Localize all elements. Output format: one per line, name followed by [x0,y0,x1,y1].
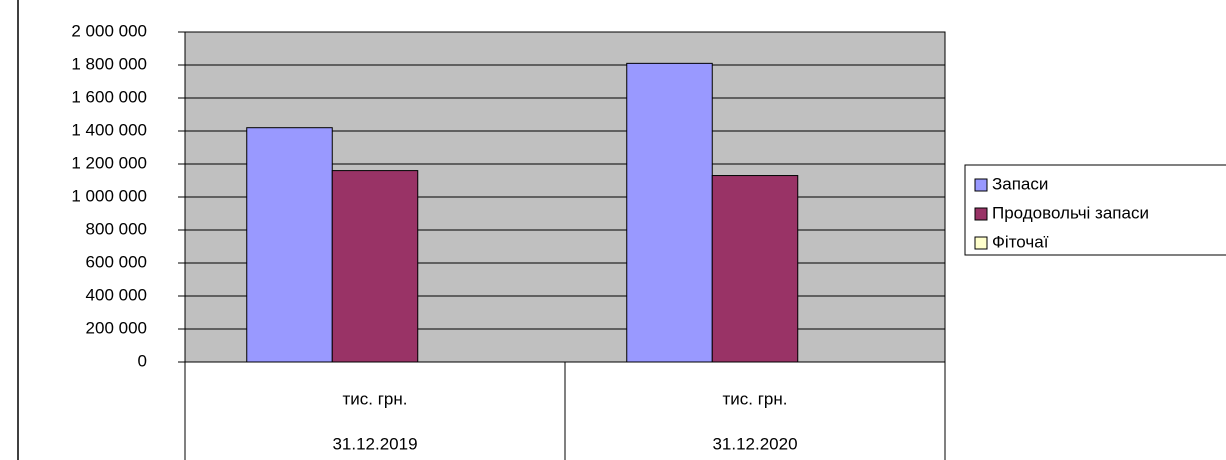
legend-swatch [974,178,988,192]
y-tick-label: 600 000 [86,252,147,271]
y-tick-label: 400 000 [86,285,147,304]
x-group-label: 31.12.2020 [712,434,797,453]
legend-swatch [974,207,988,221]
y-tick-label: 1 800 000 [71,54,147,73]
y-tick-label: 1 600 000 [71,87,147,106]
y-tick-label: 2 000 000 [71,21,147,40]
y-tick-label: 800 000 [86,219,147,238]
bar [626,62,713,363]
y-tick-label: 1 200 000 [71,153,147,172]
bar [331,170,419,363]
legend-label: Запаси [992,174,1048,193]
y-tick-label: 200 000 [86,318,147,337]
y-tick-label: 1 400 000 [71,120,147,139]
legend-swatch [974,236,988,250]
y-tick-label: 0 [138,351,147,370]
x-tick-label: тис. грн. [343,389,408,408]
x-group-label: 31.12.2019 [332,434,417,453]
y-tick-label: 1 000 000 [71,186,147,205]
bar [246,127,333,363]
bar [711,175,799,363]
legend-label: Продовольчі запаси [992,203,1149,222]
legend-label: Фіточаї [992,232,1049,251]
legend-box [964,164,1226,256]
x-tick-label: тис. грн. [723,389,788,408]
